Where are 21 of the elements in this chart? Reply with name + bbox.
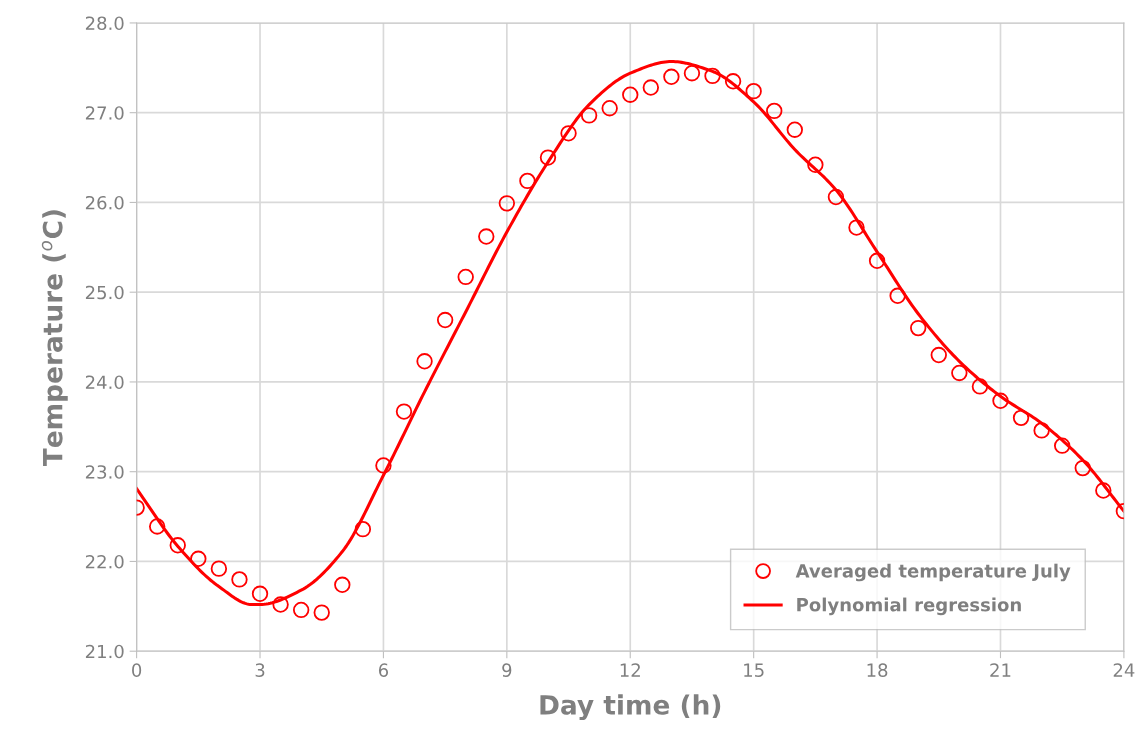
y-tick-label: 27.0 (85, 106, 124, 120)
y-tick-label: 22.0 (85, 554, 124, 569)
x-tick-label: 18 (867, 663, 888, 677)
x-axis-title: Day time (h) (540, 694, 721, 721)
y-tick-label: 23.0 (85, 465, 124, 479)
y-tick-label: 21.0 (85, 644, 124, 659)
x-tick-label: 3 (255, 663, 265, 677)
x-tick-label: 6 (378, 663, 389, 677)
x-tick-label: 12 (620, 663, 640, 677)
x-tick-label: 15 (744, 663, 764, 677)
x-tick-label: 24 (1113, 663, 1135, 677)
x-tick-label: 21 (990, 663, 1011, 677)
legend-label: Polynomial regression (797, 597, 1021, 616)
y-tick-label: 28.0 (85, 16, 124, 31)
legend-label: Averaged temperature July (795, 563, 1071, 582)
x-tick-label: 0 (132, 663, 142, 677)
y-tick-label: 24.0 (85, 375, 124, 390)
y-axis-title: Temperature ($^{o}$C) (41, 210, 68, 467)
y-tick-label: 25.0 (85, 285, 124, 300)
x-tick-label: 9 (502, 663, 512, 677)
y-tick-label: 26.0 (85, 195, 124, 210)
